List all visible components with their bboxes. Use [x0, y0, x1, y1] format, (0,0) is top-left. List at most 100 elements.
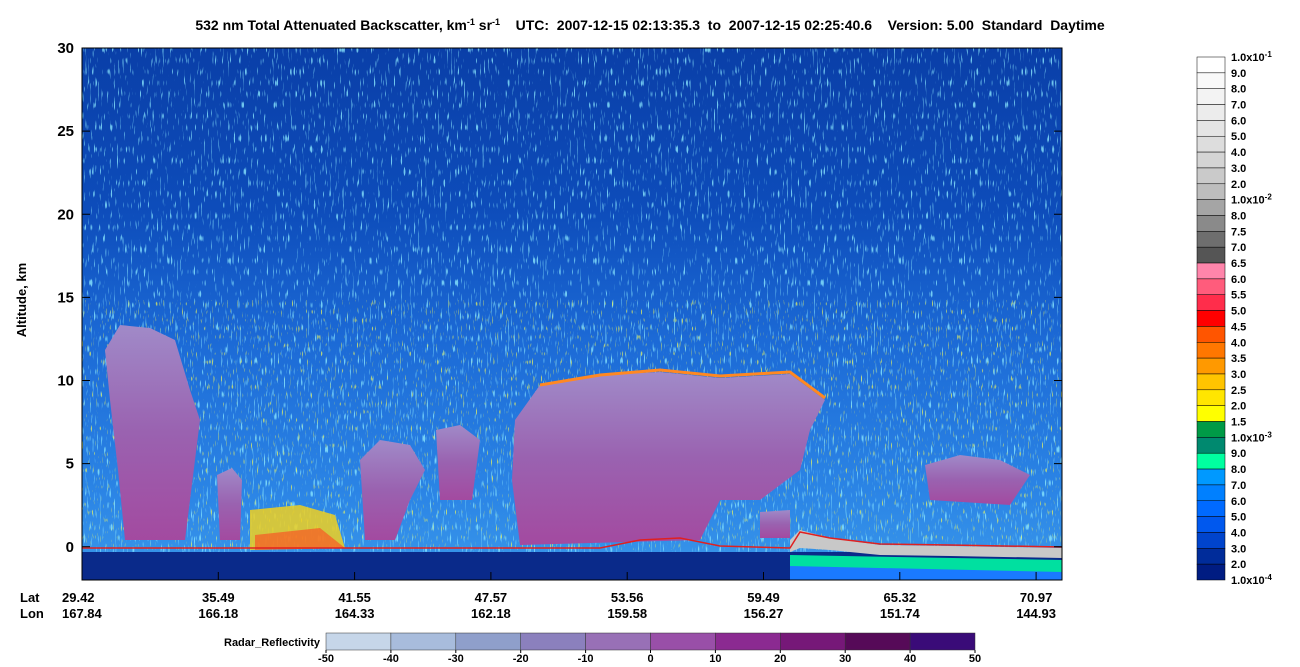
x-tick-label: 59.49: [747, 590, 780, 605]
color-swatch: [1196, 563, 1226, 581]
color-swatch: [1196, 183, 1226, 200]
colorbar-label: 6.5: [1231, 258, 1246, 270]
colorbar-label: 4.0: [1231, 527, 1246, 539]
color-swatch: [1196, 468, 1226, 486]
color-swatch: [1196, 421, 1226, 438]
colorbar-label: 1.0x10-3: [1231, 430, 1272, 445]
x-tick-label: 167.84: [62, 606, 103, 621]
title-superscript: -1: [492, 17, 500, 27]
color-swatch: [780, 632, 846, 651]
color-swatch: [1196, 516, 1226, 533]
radar-tick-label: -10: [578, 653, 594, 665]
color-swatch: [585, 632, 651, 651]
colorbar-label: 6.0: [1231, 496, 1246, 508]
radar-colorbar-title: Radar_Reflectivity: [224, 637, 321, 649]
colorbar-label: 2.5: [1231, 385, 1246, 397]
colorbar-label: 8.0: [1231, 210, 1246, 222]
colorbar-label: 2.0: [1231, 559, 1246, 571]
color-swatch: [1196, 500, 1226, 517]
x-tick-label: 144.93: [1016, 606, 1056, 621]
color-swatch: [1196, 167, 1226, 185]
radar-tick-label: 0: [647, 653, 653, 665]
colorbar-label: 4.0: [1231, 337, 1246, 349]
color-swatch: [1196, 278, 1226, 295]
colorbar-label: 1.0x10-2: [1231, 192, 1272, 207]
x-row-name: Lat: [20, 590, 40, 605]
x-tick-label: 70.97: [1020, 590, 1053, 605]
x-tick-label: 53.56: [611, 590, 644, 605]
x-tick-label: 159.58: [607, 606, 647, 621]
color-swatch: [1196, 56, 1226, 74]
colorbar-label: 3.0: [1231, 543, 1246, 555]
colorbar-label: 7.0: [1231, 100, 1246, 112]
x-tick-label: 35.49: [202, 590, 235, 605]
color-swatch: [650, 632, 716, 651]
colorbar-label: 1.5: [1231, 417, 1246, 429]
color-swatch: [1196, 532, 1226, 549]
color-swatch: [1196, 357, 1226, 375]
radar-tick-label: 10: [709, 653, 721, 665]
colorbar-label-exponent: -1: [1265, 50, 1273, 59]
color-swatch: [1196, 548, 1226, 565]
radar-tick-label: -40: [383, 653, 399, 665]
color-swatch: [1196, 342, 1226, 359]
radar-tick-label: -30: [448, 653, 464, 665]
color-swatch: [909, 632, 976, 651]
color-swatch: [325, 632, 392, 651]
colorbar-label: 3.0: [1231, 163, 1246, 175]
colorbar-label: 6.0: [1231, 115, 1246, 127]
colorbar-label: 7.5: [1231, 226, 1246, 238]
y-tick-label: 25: [57, 123, 74, 140]
radar-tick-label: -20: [513, 653, 529, 665]
radar-tick-label: 40: [904, 653, 916, 665]
y-tick-label: 10: [57, 373, 74, 390]
color-swatch: [1196, 405, 1226, 422]
colorbar-label: 7.0: [1231, 242, 1246, 254]
colorbar-label: 5.5: [1231, 290, 1246, 302]
colorbar-label: 9.0: [1231, 448, 1246, 460]
color-swatch: [1196, 120, 1226, 137]
colorbar-label-exponent: -2: [1265, 192, 1273, 201]
chart-title: 532 nm Total Attenuated Backscatter, km-…: [195, 17, 1105, 33]
color-swatch: [844, 632, 911, 651]
color-swatch: [715, 632, 781, 651]
y-tick-label: 0: [66, 539, 74, 556]
y-tick-label: 5: [66, 456, 74, 473]
color-swatch: [1196, 215, 1226, 232]
colorbar-label: 4.0: [1231, 147, 1246, 159]
color-swatch: [1196, 373, 1226, 391]
color-swatch: [1196, 104, 1226, 121]
colorbar-label: 6.0: [1231, 274, 1246, 286]
color-swatch: [1196, 310, 1226, 327]
color-swatch: [1196, 231, 1226, 248]
radar-tick-label: 50: [969, 653, 981, 665]
color-swatch: [520, 632, 586, 651]
x-tick-label: 162.18: [471, 606, 511, 621]
colorbar-label: 9.0: [1231, 68, 1246, 80]
colorbar-label-exponent: -4: [1265, 573, 1273, 582]
colorbar-label-base: 1.0x10: [1231, 432, 1265, 444]
title-part: 532 nm Total Attenuated Backscatter, km: [195, 17, 467, 33]
x-row-name: Lon: [20, 606, 44, 621]
radar-tick-label: 30: [839, 653, 851, 665]
x-tick-label: 47.57: [475, 590, 508, 605]
color-swatch: [1196, 452, 1226, 470]
y-tick-label: 15: [57, 289, 74, 306]
x-tick-label: 65.32: [884, 590, 917, 605]
color-swatch: [1196, 88, 1226, 105]
color-swatch: [1196, 484, 1226, 502]
curtain-image: [82, 48, 1062, 580]
colorbar-label: 5.0: [1231, 131, 1246, 143]
colorbar-label: 3.0: [1231, 369, 1246, 381]
colorbar-label: 2.0: [1231, 401, 1246, 413]
color-swatch: [1196, 294, 1226, 311]
y-tick-label: 20: [57, 206, 74, 223]
x-tick-label: 166.18: [198, 606, 238, 621]
x-tick-label: 29.42: [62, 590, 95, 605]
color-swatch: [1196, 135, 1226, 153]
title-superscript: -1: [467, 17, 475, 27]
y-tick-label: 30: [57, 40, 74, 57]
colorbar-label: 5.0: [1231, 512, 1246, 524]
colorbar-label: 1.0x10-4: [1231, 573, 1272, 588]
